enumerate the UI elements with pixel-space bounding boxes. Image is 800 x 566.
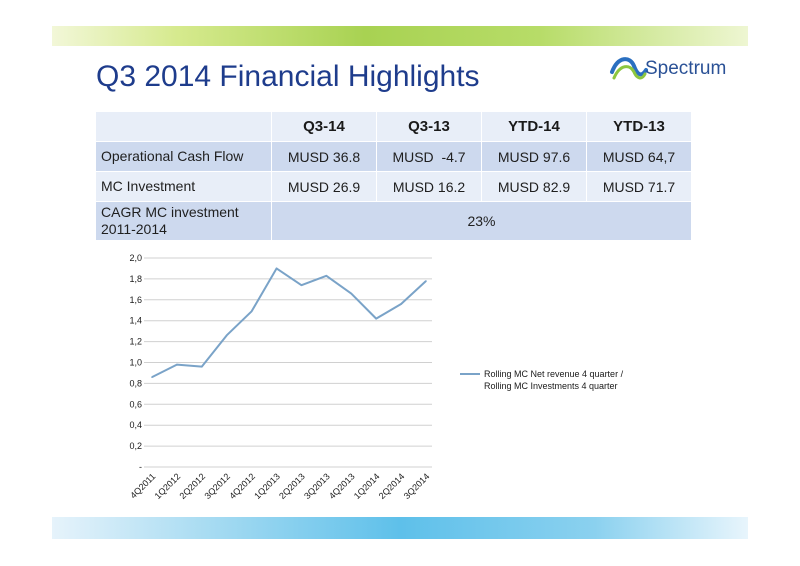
row-label: Operational Cash Flow	[95, 141, 272, 172]
chart-gridlines	[144, 257, 432, 468]
y-tick-label: 0,2	[129, 441, 142, 451]
page-title: Q3 2014 Financial Highlights	[96, 60, 480, 93]
data-point	[350, 292, 353, 295]
data-point	[151, 376, 153, 378]
x-tick-label: 1Q2013	[252, 471, 282, 501]
header-cell: YTD-13	[586, 111, 692, 142]
header-cell	[95, 111, 272, 142]
header-cell: YTD-14	[481, 111, 587, 142]
row-label: MC Investment	[95, 171, 272, 202]
data-point	[275, 267, 278, 270]
x-tick-label: 4Q2012	[227, 471, 257, 501]
y-axis-tick-labels: - 0,2 0,4 0,6 0,8 1,0 1,2 1,4 1,6 1,8 2,0	[129, 253, 142, 472]
ratio-line-chart: -0,20,40,60,81,01,21,41,61,82,0 4Q20111Q…	[128, 253, 624, 501]
x-tick-label: 4Q2013	[327, 471, 357, 501]
legend-line: Rolling MC Investments 4 quarter	[484, 381, 618, 391]
chart-legend: Rolling MC Net revenue 4 quarter / Rolli…	[460, 369, 624, 391]
bottom-decorative-band	[52, 517, 748, 539]
y-tick-label: 1,8	[129, 274, 142, 284]
x-tick-label: 2Q2013	[277, 471, 307, 501]
y-tick-label: 1,6	[129, 295, 142, 305]
y-tick-label: 1,4	[129, 316, 142, 326]
x-tick-label: 1Q2012	[153, 471, 183, 501]
table-cell: MUSD 82.9	[481, 171, 587, 202]
x-tick-label: 2Q2012	[178, 471, 208, 501]
data-point	[425, 280, 427, 282]
data-point	[250, 310, 253, 313]
table-cell: MUSD 36.8	[271, 141, 377, 172]
table-header-row: Q3-14 Q3-13 YTD-14 YTD-13	[95, 111, 692, 142]
table-cell: MUSD 97.6	[481, 141, 587, 172]
x-tick-label: 1Q2014	[352, 471, 382, 501]
x-tick-label: 2Q2014	[377, 471, 407, 501]
x-tick-label: 3Q2012	[202, 471, 232, 501]
data-point	[300, 284, 303, 286]
data-point	[201, 365, 203, 368]
financial-highlights-table: Q3-14 Q3-13 YTD-14 YTD-13 Operational Ca…	[95, 111, 692, 241]
spectrum-logo-icon	[610, 57, 648, 80]
y-tick-label: 0,4	[129, 420, 142, 430]
legend-line: Rolling MC Net revenue 4 quarter /	[484, 369, 624, 379]
table-cell: MUSD -4.7	[376, 141, 482, 172]
table-cell: 23%	[271, 201, 692, 241]
top-decorative-band	[52, 26, 748, 46]
row-label: CAGR MC investment 2011-2014	[95, 201, 272, 241]
y-tick-label: 2,0	[129, 253, 142, 263]
table-cell: MUSD 71.7	[586, 171, 692, 202]
data-point	[400, 303, 402, 305]
x-tick-label: 3Q2014	[402, 471, 432, 501]
table-row: MC Investment MUSD 26.9 MUSD 16.2 MUSD 8…	[95, 171, 692, 202]
logo-wordmark: Spectrum	[645, 58, 727, 79]
y-tick-label: -	[139, 462, 142, 472]
x-tick-label: 4Q2011	[128, 471, 157, 500]
table-cell: MUSD 16.2	[376, 171, 482, 202]
data-point	[375, 317, 377, 320]
data-point	[225, 334, 228, 337]
y-tick-label: 1,0	[129, 358, 142, 368]
x-axis-tick-labels: 4Q20111Q20122Q20123Q20124Q20121Q20132Q20…	[128, 471, 431, 501]
y-tick-label: 0,6	[129, 399, 142, 409]
data-point	[176, 363, 178, 366]
table-row: CAGR MC investment 2011-2014 23%	[95, 201, 692, 241]
y-tick-label: 1,2	[129, 337, 142, 347]
y-tick-label: 0,8	[129, 378, 142, 388]
x-tick-label: 3Q2013	[302, 471, 332, 501]
series-line	[151, 267, 427, 379]
header-cell: Q3-13	[376, 111, 482, 142]
chart-series	[151, 267, 427, 379]
header-cell: Q3-14	[271, 111, 377, 142]
data-point	[325, 274, 328, 277]
table-row: Operational Cash Flow MUSD 36.8 MUSD -4.…	[95, 141, 692, 172]
table-cell: MUSD 26.9	[271, 171, 377, 202]
table-cell: MUSD 64,7	[586, 141, 692, 172]
